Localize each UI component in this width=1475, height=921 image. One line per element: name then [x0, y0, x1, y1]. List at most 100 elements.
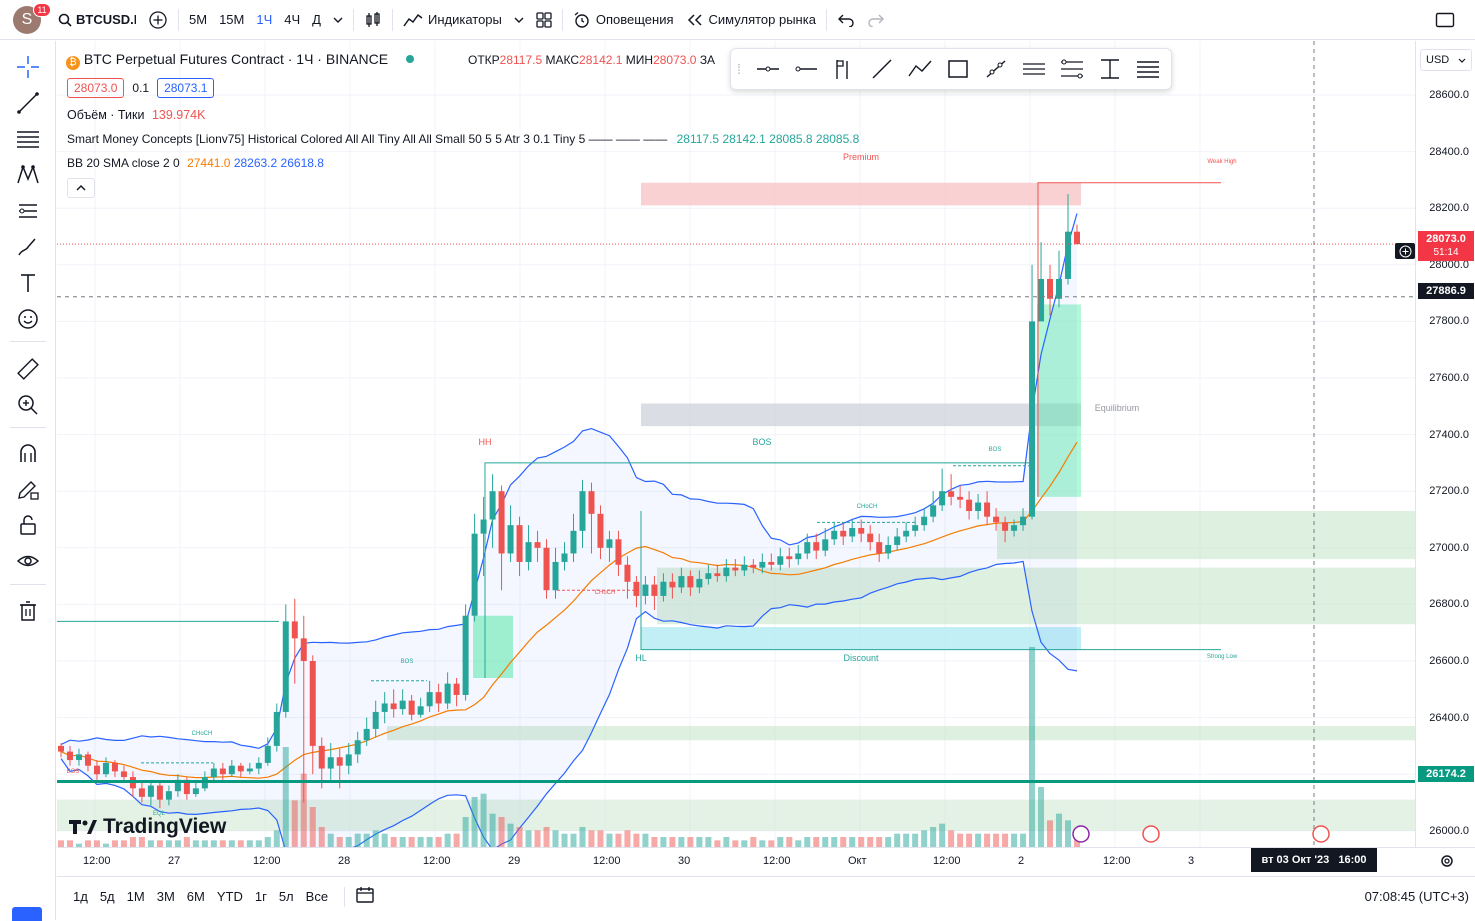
trash-icon — [20, 601, 36, 621]
interval-1h[interactable]: 1Ч — [256, 12, 273, 27]
flag-tool[interactable] — [825, 54, 863, 84]
candle-body — [597, 513, 604, 548]
range-button-3М[interactable]: 3М — [156, 889, 175, 904]
indicators-dropdown[interactable] — [508, 0, 530, 40]
volume-bar — [759, 840, 766, 847]
candle-body — [174, 779, 181, 792]
candle-body — [813, 542, 820, 551]
volume-bar — [462, 817, 469, 847]
sell-button[interactable]: 28073.0 — [67, 78, 125, 98]
layout-button[interactable] — [530, 0, 558, 40]
volume-bar — [498, 817, 505, 847]
range-button-Все[interactable]: Все — [305, 889, 329, 904]
horizontal-ray-tool[interactable] — [749, 54, 787, 84]
text-tool[interactable] — [14, 269, 42, 297]
indicators-button[interactable]: Индикаторы — [397, 0, 508, 40]
brush-tool[interactable] — [14, 233, 42, 261]
redo-button[interactable] — [861, 0, 891, 40]
symbol-search[interactable]: BTCUSD.F — [52, 0, 142, 40]
volume-bar — [876, 837, 883, 847]
candle-body — [183, 779, 190, 795]
range-button-1М[interactable]: 1М — [126, 889, 145, 904]
candle-body — [921, 516, 928, 526]
volume-bar — [930, 827, 937, 847]
hide-drawings-tool[interactable] — [14, 547, 42, 575]
goto-date-button[interactable] — [355, 886, 375, 907]
undo-button[interactable] — [831, 0, 861, 40]
choch-label: CHoCH — [857, 504, 878, 510]
path-tool[interactable] — [901, 54, 939, 84]
candle-body — [768, 561, 775, 565]
volume-bar — [588, 830, 595, 847]
candle-body — [399, 700, 406, 710]
smc-value-4: 28085.8 — [815, 132, 860, 146]
delete-drawings-tool[interactable] — [14, 597, 42, 625]
volume-bar — [417, 837, 424, 847]
pattern-tool[interactable] — [14, 161, 42, 189]
clock-display[interactable]: 07:08:45 (UTC+3) — [1364, 889, 1469, 904]
fullscreen-button[interactable] — [1429, 0, 1461, 40]
crosshair-tool[interactable] — [14, 53, 42, 81]
alerts-button[interactable]: Оповещения — [567, 0, 680, 40]
axis-settings-button[interactable] — [1439, 853, 1455, 872]
range-button-YTD[interactable]: YTD — [216, 889, 243, 904]
volume-bar — [597, 830, 604, 847]
zoom-in-icon — [18, 395, 38, 415]
interval-15m[interactable]: 15М — [219, 12, 245, 27]
candle-body — [1038, 278, 1045, 322]
interval-dropdown[interactable] — [327, 0, 349, 40]
replay-button[interactable]: Симулятор рынка — [680, 0, 822, 40]
zoom-tool[interactable] — [14, 391, 42, 419]
chart-type-button[interactable] — [358, 0, 388, 40]
more-tools-button[interactable] — [1129, 54, 1167, 84]
lock-drawings-tool[interactable] — [14, 511, 42, 539]
emoji-tool[interactable] — [14, 305, 42, 333]
time-tick-label: 12:00 — [253, 855, 281, 867]
price-axis[interactable]: USD 28600.0 28400.0 28200.0 28000.0 27800.0 2… — [1415, 41, 1475, 847]
candle-body — [1074, 231, 1080, 245]
range-button-5л[interactable]: 5л — [278, 889, 294, 904]
fib-retracement-tool[interactable] — [1053, 54, 1091, 84]
keep-drawing-tool[interactable] — [14, 475, 42, 503]
grid-icon — [536, 11, 552, 28]
volume-bar — [201, 840, 208, 847]
forecast-tool[interactable] — [14, 197, 42, 225]
rectangle-tool[interactable] — [939, 54, 977, 84]
time-axis[interactable]: 12:00 27 12:00 28 12:00 29 12:00 30 12:00 Окт 12:0… — [57, 847, 1475, 875]
interval-5m[interactable]: 5М — [189, 12, 208, 27]
volume-bar — [75, 843, 82, 847]
range-button-1г[interactable]: 1г — [254, 889, 267, 904]
interval-1d[interactable]: Д — [312, 12, 321, 27]
parallel-channel-tool[interactable] — [1015, 54, 1053, 84]
bb-label: BB 20 SMA close 2 0 — [67, 156, 180, 170]
trend-line-tool[interactable] — [14, 89, 42, 117]
add-alert-plus-button[interactable] — [1395, 243, 1415, 259]
ruler-tool[interactable] — [14, 355, 42, 383]
choch-label: CHoCH — [595, 590, 616, 596]
floating-drawing-toolbar: ⁞ — [730, 48, 1172, 90]
candle-body — [687, 576, 694, 588]
range-button-1д[interactable]: 1д — [73, 889, 88, 904]
fib-tool[interactable] — [14, 125, 42, 153]
interval-4h[interactable]: 4Ч — [284, 12, 301, 27]
search-icon — [58, 13, 72, 27]
buy-button[interactable]: 28073.1 — [157, 78, 215, 98]
line-tool[interactable] — [863, 54, 901, 84]
volume-bar — [165, 840, 172, 847]
volume-bar — [678, 837, 685, 847]
currency-selector[interactable]: USD — [1420, 49, 1472, 71]
measure-tool[interactable] — [977, 54, 1015, 84]
candle-body — [804, 542, 811, 554]
magnet-tool[interactable] — [14, 439, 42, 467]
ray-tool[interactable] — [787, 54, 825, 84]
compare-symbol-button[interactable] — [142, 0, 174, 40]
bottom-toggle[interactable] — [12, 907, 42, 921]
volume-bar — [696, 837, 703, 847]
range-button-6М[interactable]: 6М — [186, 889, 205, 904]
drag-handle-icon[interactable]: ⁞ — [737, 61, 741, 77]
range-button-5д[interactable]: 5д — [99, 889, 115, 904]
collapse-legend-button[interactable] — [67, 178, 95, 198]
candle-body — [489, 491, 496, 520]
price-range-tool[interactable] — [1091, 54, 1129, 84]
chart-pane[interactable]: Premium Weak High Equilibrium Discount Stron… — [57, 41, 1415, 847]
